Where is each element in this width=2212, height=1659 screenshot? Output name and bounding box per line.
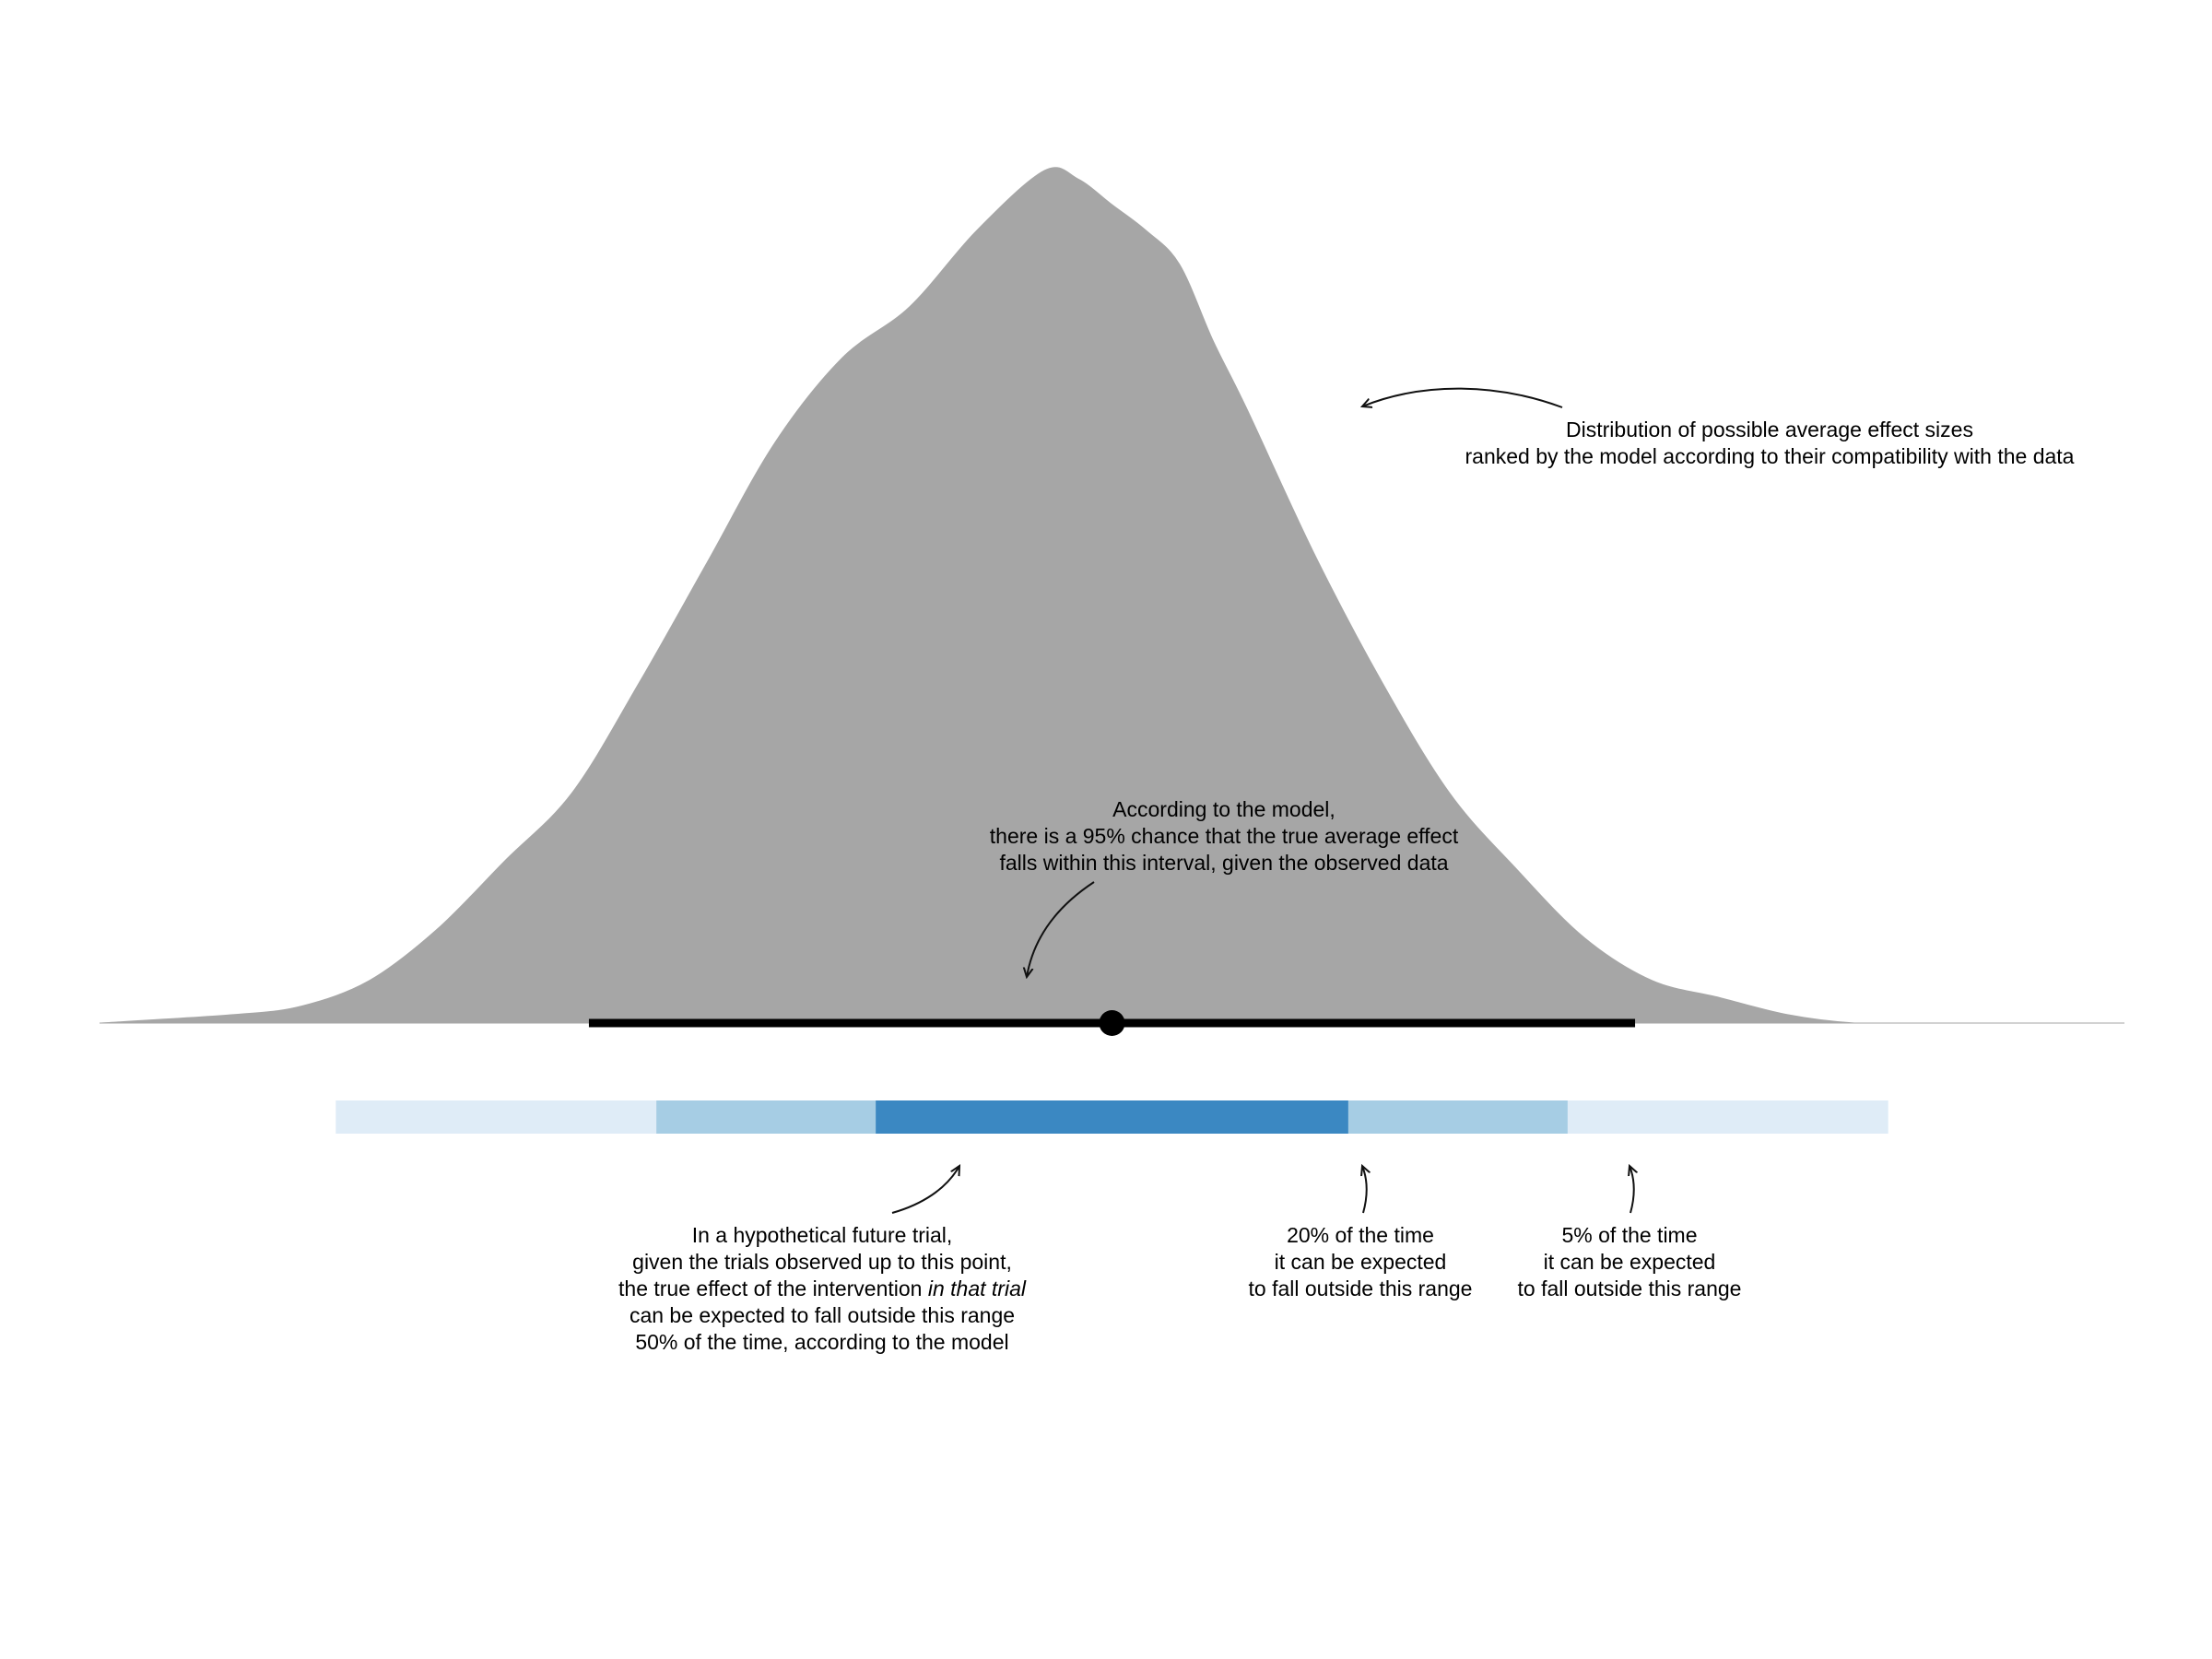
- point-estimate: [1099, 1010, 1125, 1036]
- annotation-distribution: Distribution of possible average effect …: [1362, 387, 2075, 468]
- annotation-band50-line-5: 50% of the time, according to the model: [635, 1330, 1008, 1354]
- annotation-band95-line-2: it can be expected: [1544, 1250, 1716, 1274]
- annotation-band95: 5% of the time it can be expected to fal…: [1518, 1166, 1742, 1300]
- annotation-band50-arrow: [891, 1166, 959, 1214]
- annotation-band80-line-1: 20% of the time: [1287, 1223, 1434, 1247]
- annotation-band95-line-3: to fall outside this range: [1518, 1277, 1742, 1300]
- annotation-interval-arrow: [1027, 881, 1095, 977]
- annotation-interval-line-2: there is a 95% chance that the true aver…: [990, 824, 1459, 848]
- annotation-band50-line-3: the true effect of the intervention in t…: [618, 1277, 1027, 1300]
- annotation-band80: 20% of the time it can be expected to fa…: [1249, 1166, 1473, 1300]
- annotation-band95-arrow: [1630, 1166, 1634, 1214]
- annotation-band50-line-4: can be expected to fall outside this ran…: [629, 1303, 1015, 1327]
- annotation-interval-line-1: According to the model,: [1112, 797, 1335, 821]
- annotation-band80-line-2: it can be expected: [1275, 1250, 1447, 1274]
- annotation-interval-line-3: falls within this interval, given the ob…: [999, 851, 1448, 875]
- annotation-band50-line-3-text: the true effect of the intervention: [618, 1277, 928, 1300]
- annotation-interval: According to the model, there is a 95% c…: [990, 797, 1459, 977]
- prediction-band-50: [876, 1100, 1348, 1134]
- annotation-distribution-arrow: [1362, 387, 1563, 408]
- chart-marks: [99, 167, 2124, 1134]
- annotation-band80-line-3: to fall outside this range: [1249, 1277, 1473, 1300]
- annotation-band95-line-1: 5% of the time: [1561, 1223, 1697, 1247]
- annotation-band50-line-3-italic: in that trial: [928, 1277, 1027, 1300]
- density-area: [99, 167, 2124, 1024]
- annotation-band50-line-1: In a hypothetical future trial,: [692, 1223, 953, 1247]
- annotation-band80-arrow: [1362, 1166, 1367, 1214]
- annotation-band50: In a hypothetical future trial, given th…: [618, 1166, 1027, 1354]
- annotation-distribution-line-1: Distribution of possible average effect …: [1566, 418, 1973, 441]
- annotation-distribution-line-2: ranked by the model according to their c…: [1465, 444, 2075, 468]
- annotation-band50-line-2: given the trials observed up to this poi…: [632, 1250, 1012, 1274]
